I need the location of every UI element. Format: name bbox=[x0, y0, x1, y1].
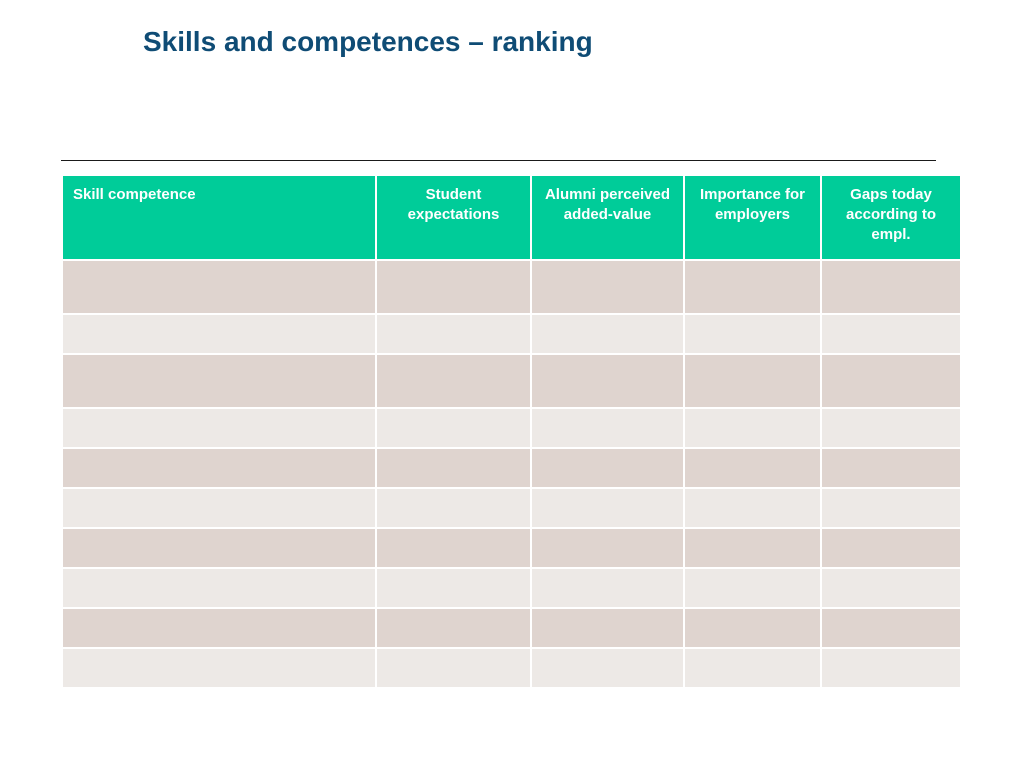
table-cell bbox=[377, 355, 530, 407]
table-cell bbox=[532, 529, 683, 567]
table-cell bbox=[63, 529, 375, 567]
table-cell bbox=[377, 489, 530, 527]
column-header-gaps-today: Gaps today according to empl. bbox=[822, 176, 960, 259]
table-cell bbox=[685, 355, 820, 407]
table-cell bbox=[377, 569, 530, 607]
table-cell bbox=[63, 649, 375, 687]
table-cell bbox=[377, 609, 530, 647]
table-cell bbox=[377, 261, 530, 313]
table-cell bbox=[377, 409, 530, 447]
column-header-student-expectations: Student expectations bbox=[377, 176, 530, 259]
table-cell bbox=[532, 489, 683, 527]
table-row bbox=[63, 529, 960, 567]
title-divider bbox=[61, 160, 936, 161]
table-row bbox=[63, 449, 960, 487]
table-cell bbox=[532, 355, 683, 407]
table-cell bbox=[685, 315, 820, 353]
table-cell bbox=[532, 649, 683, 687]
table-row bbox=[63, 489, 960, 527]
table-cell bbox=[822, 449, 960, 487]
table-cell bbox=[685, 261, 820, 313]
table-header-row: Skill competence Student expectations Al… bbox=[63, 176, 960, 259]
table-cell bbox=[822, 649, 960, 687]
table-cell bbox=[377, 315, 530, 353]
table-cell bbox=[685, 529, 820, 567]
table-cell bbox=[377, 649, 530, 687]
column-header-importance-for-employers: Importance for employers bbox=[685, 176, 820, 259]
table-cell bbox=[822, 409, 960, 447]
table-row bbox=[63, 315, 960, 353]
table-cell bbox=[377, 449, 530, 487]
slide-title: Skills and competences – ranking bbox=[143, 26, 593, 57]
table-cell bbox=[685, 409, 820, 447]
table-cell bbox=[822, 315, 960, 353]
table-cell bbox=[532, 261, 683, 313]
table-row bbox=[63, 569, 960, 607]
table-cell bbox=[63, 609, 375, 647]
table-cell bbox=[685, 449, 820, 487]
table-cell bbox=[63, 355, 375, 407]
table-cell bbox=[532, 569, 683, 607]
table-cell bbox=[532, 449, 683, 487]
table-cell bbox=[63, 569, 375, 607]
table-cell bbox=[63, 315, 375, 353]
table-cell bbox=[532, 609, 683, 647]
table-cell bbox=[532, 315, 683, 353]
table-row bbox=[63, 355, 960, 407]
table-cell bbox=[822, 355, 960, 407]
table-cell bbox=[685, 569, 820, 607]
table-cell bbox=[63, 489, 375, 527]
table-cell bbox=[63, 261, 375, 313]
table-cell bbox=[822, 569, 960, 607]
table-row bbox=[63, 261, 960, 313]
table-cell bbox=[532, 409, 683, 447]
column-header-alumni-perceived-added-value: Alumni perceived added-value bbox=[532, 176, 683, 259]
table-cell bbox=[63, 409, 375, 447]
table-cell bbox=[822, 261, 960, 313]
table-row bbox=[63, 609, 960, 647]
ranking-table: Skill competence Student expectations Al… bbox=[61, 174, 962, 689]
table-cell bbox=[685, 649, 820, 687]
table-cell bbox=[63, 449, 375, 487]
table-cell bbox=[685, 609, 820, 647]
table-cell bbox=[822, 609, 960, 647]
column-header-skill-competence: Skill competence bbox=[63, 176, 375, 259]
table-cell bbox=[377, 529, 530, 567]
table-cell bbox=[685, 489, 820, 527]
table-cell bbox=[822, 489, 960, 527]
table-row bbox=[63, 649, 960, 687]
table-cell bbox=[822, 529, 960, 567]
table-row bbox=[63, 409, 960, 447]
